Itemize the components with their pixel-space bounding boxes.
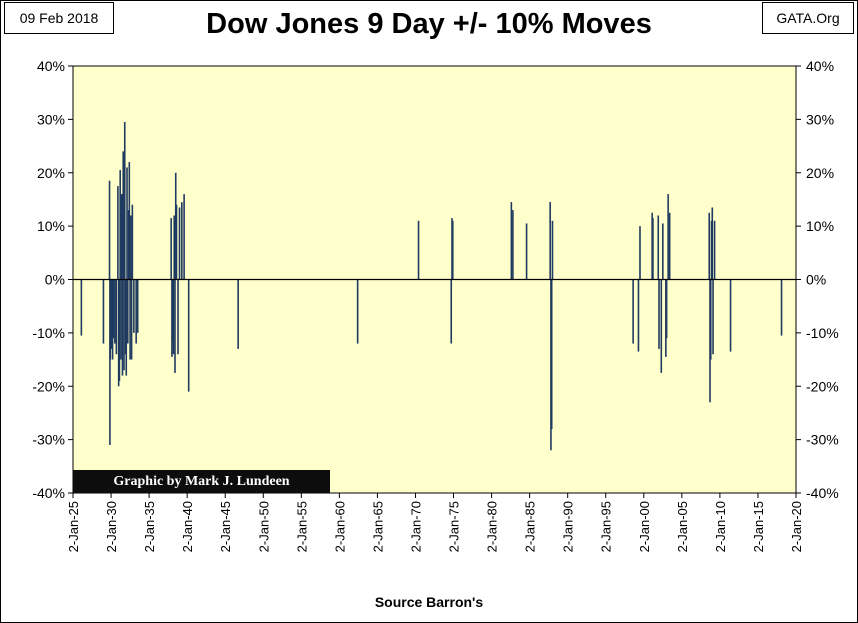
x-tick-label: 2-Jan-60: [332, 501, 347, 552]
y-tick-label-left: -10%: [32, 325, 65, 341]
x-tick-label: 2-Jan-35: [142, 501, 157, 552]
x-tick-label: 2-Jan-70: [408, 501, 423, 552]
x-tick-label: 2-Jan-55: [294, 501, 309, 552]
x-tick-label: 2-Jan-80: [485, 501, 500, 552]
x-tick-label: 2-Jan-85: [523, 501, 538, 552]
x-tick-label: 2-Jan-65: [370, 501, 385, 552]
x-tick-label: 2-Jan-20: [789, 501, 804, 552]
x-axis-label: Source Barron's: [374, 594, 484, 610]
source-label: GATA.Org: [762, 2, 854, 34]
y-tick-label-right: 40%: [806, 58, 834, 74]
x-tick-label: 2-Jan-75: [447, 501, 462, 552]
y-tick-label-right: 20%: [806, 165, 834, 181]
y-tick-label-left: 10%: [37, 218, 65, 234]
y-tick-label-left: -40%: [32, 485, 65, 501]
y-tick-label-left: 30%: [37, 111, 65, 127]
y-tick-label-left: -30%: [32, 432, 65, 448]
x-tick-label: 2-Jan-25: [66, 501, 81, 552]
y-tick-label-right: -30%: [806, 432, 839, 448]
y-tick-label-left: 20%: [37, 165, 65, 181]
y-tick-label-right: -20%: [806, 378, 839, 394]
chart-title: Dow Jones 9 Day +/- 10% Moves: [206, 8, 652, 40]
x-tick-label: 2-Jan-95: [599, 501, 614, 552]
x-tick-label: 2-Jan-00: [637, 501, 652, 552]
x-tick-label: 2-Jan-90: [561, 501, 576, 552]
x-tick-label: 2-Jan-15: [751, 501, 766, 552]
y-tick-label-left: 40%: [37, 58, 65, 74]
x-tick-label: 2-Jan-40: [180, 501, 195, 552]
x-tick-label: 2-Jan-30: [104, 501, 119, 552]
x-tick-label: 2-Jan-10: [713, 501, 728, 552]
x-tick-label: 2-Jan-45: [218, 501, 233, 552]
y-tick-label-right: -40%: [806, 485, 839, 501]
y-tick-label-right: -10%: [806, 325, 839, 341]
x-tick-label: 2-Jan-50: [256, 501, 271, 552]
y-tick-label-right: 30%: [806, 111, 834, 127]
y-tick-label-right: 0%: [806, 272, 826, 288]
y-tick-label-left: -20%: [32, 378, 65, 394]
credit-label: Graphic by Mark J. Lundeen: [73, 470, 330, 493]
date-label: 09 Feb 2018: [4, 2, 114, 34]
y-tick-label-left: 0%: [45, 272, 65, 288]
x-tick-label: 2-Jan-05: [675, 501, 690, 552]
y-tick-label-right: 10%: [806, 218, 834, 234]
